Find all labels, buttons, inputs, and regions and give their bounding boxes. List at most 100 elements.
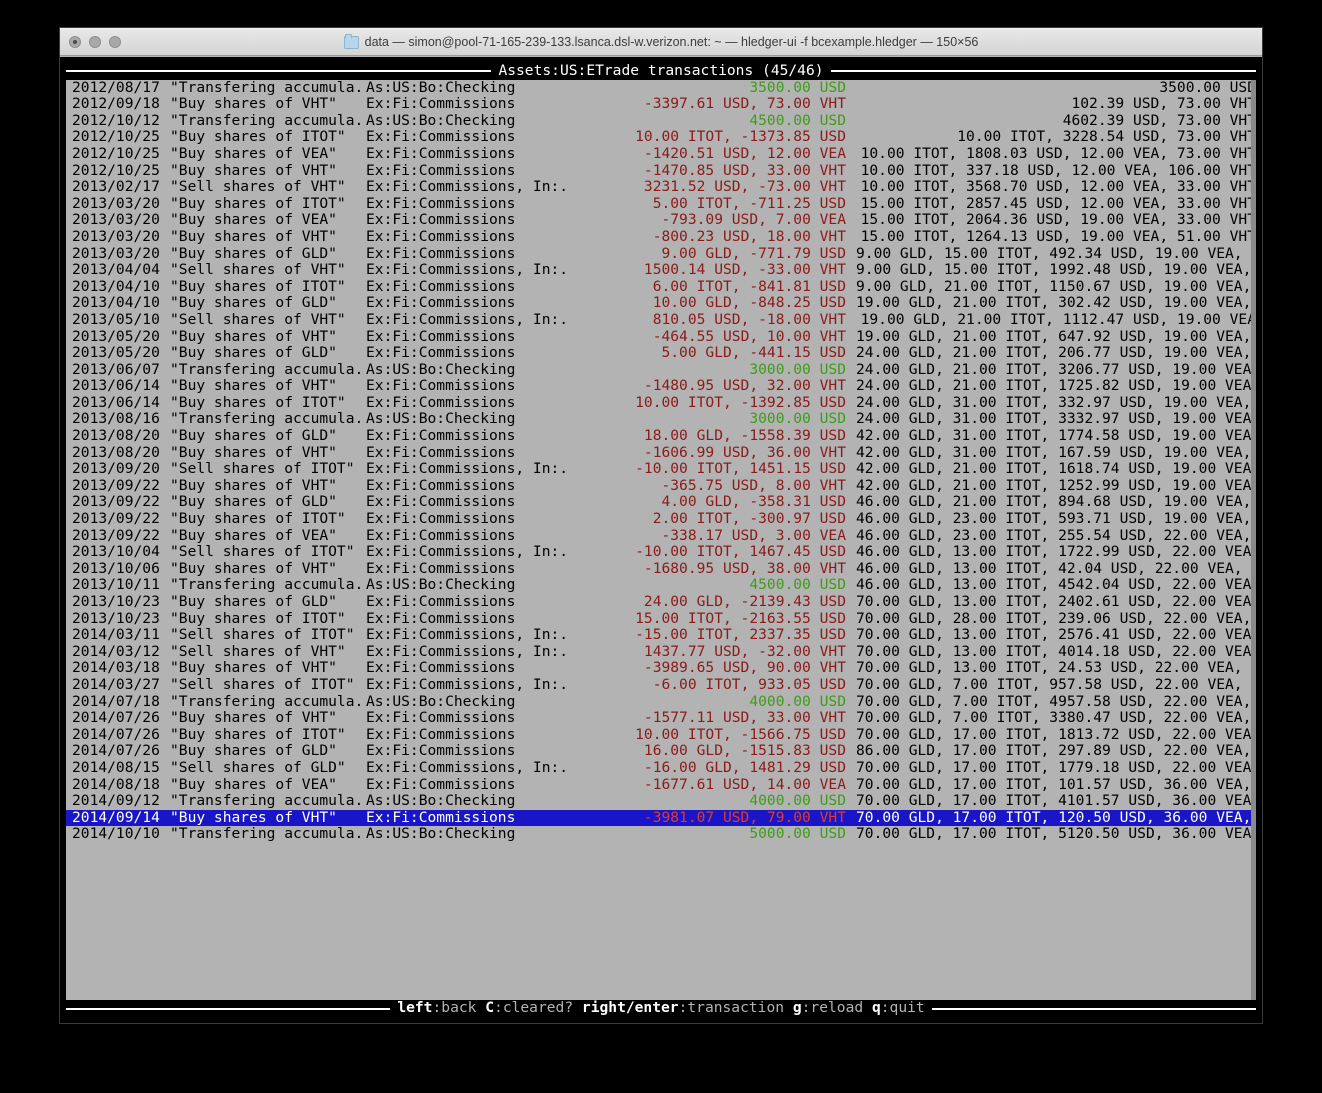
transaction-balance: 42.00 GLD, 31.00 ITOT, 167.59 USD, 19.00…: [856, 443, 1252, 461]
table-row[interactable]: 2014/07/26 "Buy shares of ITOT" Ex:Fi:Comm…: [66, 726, 1256, 744]
transaction-amount: -6.00 ITOT, 933.05 USD: [652, 675, 846, 693]
table-row[interactable]: 2013/03/20 "Buy shares of VHT" Ex:Fi:Commi…: [66, 228, 1256, 246]
transaction-amount: 2.00 ITOT, -300.97 USD: [652, 510, 846, 528]
table-row[interactable]: 2012/10/12 "Transfering accumula.. As:US:B…: [66, 111, 1256, 130]
table-row[interactable]: 2014/08/15 "Sell shares of GLD" Ex:Fi:Comm…: [66, 759, 1256, 777]
transaction-balance: 42.00 GLD, 21.00 ITOT, 1618.74 USD, 19.0…: [856, 460, 1256, 478]
table-row[interactable]: 2013/03/20 "Buy shares of GLD" Ex:Fi:Commi…: [66, 245, 1256, 263]
table-row[interactable]: 2013/04/04 "Sell shares of VHT" Ex:Fi:Comm…: [66, 262, 1256, 279]
transaction-date: 2013/09/20: [72, 460, 160, 478]
transaction-account: Ex:Fi:Commissions: [366, 345, 516, 362]
footer-key: right/enter: [581, 1000, 679, 1017]
table-row[interactable]: 2014/07/18 "Transfering accumula.. As:US:B…: [66, 692, 1256, 711]
footer-keybindings: left:back C:cleared? right/enter:transac…: [390, 1000, 931, 1017]
transaction-amount: -464.55 USD, 10.00 VHT: [652, 327, 846, 345]
footer-rule-right: [931, 1007, 1256, 1010]
transaction-balance: 15.00 ITOT, 2857.45 USD, 12.00 VEA, 33.0…: [860, 194, 1256, 212]
table-row[interactable]: 2013/10/06 "Buy shares of VHT" Ex:Fi:Commi…: [66, 560, 1256, 578]
transaction-amount: 3231.52 USD, -73.00 VHT: [643, 178, 846, 196]
transaction-balance: 46.00 GLD, 23.00 ITOT, 255.54 USD, 22.00…: [856, 526, 1252, 544]
table-row[interactable]: 2013/09/20 "Sell shares of ITOT" Ex:Fi:Com…: [66, 461, 1256, 478]
table-row[interactable]: 2013/09/22 "Buy shares of VEA" Ex:Fi:Commi…: [66, 526, 1256, 545]
footer-separator: [863, 1000, 872, 1016]
table-row[interactable]: 2014/03/18 "Buy shares of VHT" Ex:Fi:Commi…: [66, 660, 1256, 677]
transaction-account: As:US:Bo:Checking: [366, 577, 516, 594]
transaction-date: 2014/03/12: [72, 642, 160, 660]
table-row[interactable]: 2013/05/10 "Sell shares of VHT" Ex:Fi:Comm…: [66, 310, 1256, 329]
table-row-selected[interactable]: 2014/09/14 "Buy shares of VHT" Ex:Fi:Commi…: [66, 809, 1256, 827]
transaction-balance: 19.00 GLD, 21.00 ITOT, 1112.47 USD, 19.0…: [860, 310, 1256, 328]
transaction-amount: 4.00 GLD, -358.31 USD: [661, 493, 846, 511]
table-row[interactable]: 2013/10/23 "Buy shares of ITOT" Ex:Fi:Comm…: [66, 610, 1256, 628]
zoom-button[interactable]: [109, 36, 121, 48]
transaction-account: Ex:Fi:Commissions, In:..: [366, 643, 566, 660]
scrollbar-thumb[interactable]: [1251, 79, 1256, 1001]
close-button[interactable]: [69, 36, 81, 48]
transaction-balance: 10.00 ITOT, 1808.03 USD, 12.00 VEA, 73.0…: [860, 144, 1256, 162]
terminal-screen: Assets:US:ETrade transactions (45/46) 20…: [66, 63, 1256, 1017]
table-row[interactable]: 2014/03/11 "Sell shares of ITOT" Ex:Fi:Com…: [66, 627, 1256, 644]
table-row[interactable]: 2013/08/16 "Transfering accumula.. As:US:B…: [66, 411, 1256, 428]
transaction-description: "Transfering accumula..: [170, 693, 360, 710]
footer-key-separator: :: [801, 1000, 811, 1017]
transaction-account: Ex:Fi:Commissions: [366, 710, 516, 727]
table-row[interactable]: 2013/08/20 "Buy shares of GLD" Ex:Fi:Commi…: [66, 427, 1256, 445]
table-row[interactable]: 2013/03/20 "Buy shares of ITOT" Ex:Fi:Comm…: [66, 194, 1256, 213]
transaction-balance: 10.00 ITOT, 3228.54 USD, 73.00 VHT: [957, 128, 1256, 146]
transaction-balance: 70.00 GLD, 7.00 ITOT, 4957.58 USD, 22.00…: [856, 692, 1252, 710]
transaction-balance: 46.00 GLD, 23.00 ITOT, 593.71 USD, 19.00…: [856, 510, 1252, 528]
table-row[interactable]: 2014/03/27 "Sell shares of ITOT" Ex:Fi:Com…: [66, 675, 1256, 694]
terminal-window: data — simon@pool-71-165-239-133.lsanca.…: [60, 28, 1262, 1023]
table-row[interactable]: 2013/10/11 "Transfering accumula.. As:US:B…: [66, 577, 1256, 594]
table-row[interactable]: 2014/07/26 "Buy shares of GLD" Ex:Fi:Commi…: [66, 743, 1256, 760]
table-row[interactable]: 2013/06/14 "Buy shares of ITOT" Ex:Fi:Comm…: [66, 394, 1256, 412]
table-row[interactable]: 2013/10/23 "Buy shares of GLD" Ex:Fi:Commi…: [66, 593, 1256, 611]
transaction-date: 2013/03/20: [72, 211, 160, 229]
transaction-date: 2014/03/11: [72, 626, 160, 644]
table-row[interactable]: 2014/10/10 "Transfering accumula.. As:US:B…: [66, 826, 1256, 843]
table-row[interactable]: 2013/04/10 "Buy shares of ITOT" Ex:Fi:Comm…: [66, 277, 1256, 296]
table-row[interactable]: 2013/03/20 "Buy shares of VEA" Ex:Fi:Commi…: [66, 212, 1256, 229]
footer-key: C: [485, 1000, 495, 1017]
table-row[interactable]: 2014/03/12 "Sell shares of VHT" Ex:Fi:Comm…: [66, 642, 1256, 661]
table-row[interactable]: 2012/08/17 "Transfering accumula.. As:US:B…: [66, 80, 1256, 97]
table-row[interactable]: 2013/10/04 "Sell shares of ITOT" Ex:Fi:Com…: [66, 544, 1256, 561]
scrollbar-track[interactable]: [1251, 79, 1256, 1001]
table-row[interactable]: 2012/09/18 "Buy shares of VHT" Ex:Fi:Commi…: [66, 96, 1256, 113]
transaction-amount: 6.00 ITOT, -841.81 USD: [652, 277, 846, 295]
table-row[interactable]: 2013/05/20 "Buy shares of VHT" Ex:Fi:Commi…: [66, 327, 1256, 346]
transaction-description: "Buy shares of VEA": [170, 145, 337, 162]
transaction-amount: 3500.00 USD: [749, 79, 846, 96]
transaction-account: Ex:Fi:Commissions: [366, 610, 516, 627]
table-row[interactable]: 2013/04/10 "Buy shares of GLD" Ex:Fi:Commi…: [66, 295, 1256, 312]
minimize-button[interactable]: [89, 36, 101, 48]
transaction-account: Ex:Fi:Commissions: [366, 776, 516, 793]
table-row[interactable]: 2012/10/25 "Buy shares of VHT" Ex:Fi:Commi…: [66, 162, 1256, 180]
table-row[interactable]: 2012/10/25 "Buy shares of VEA" Ex:Fi:Commi…: [66, 144, 1256, 163]
table-row[interactable]: 2013/02/17 "Sell shares of VHT" Ex:Fi:Comm…: [66, 179, 1256, 196]
transaction-date: 2013/04/10: [72, 294, 160, 312]
transaction-amount: -3989.65 USD, 90.00 VHT: [643, 659, 846, 677]
table-row[interactable]: 2013/06/14 "Buy shares of VHT" Ex:Fi:Commi…: [66, 378, 1256, 395]
table-row[interactable]: 2013/06/07 "Transfering accumula.. As:US:B…: [66, 361, 1256, 379]
table-row[interactable]: 2013/08/20 "Buy shares of VHT" Ex:Fi:Commi…: [66, 443, 1256, 462]
table-row[interactable]: 2012/10/25 "Buy shares of ITOT" Ex:Fi:Comm…: [66, 129, 1256, 146]
transaction-balance: 46.00 GLD, 13.00 ITOT, 4542.04 USD, 22.0…: [856, 576, 1256, 594]
transaction-amount: 4500.00 USD: [749, 111, 846, 129]
transaction-account: Ex:Fi:Commissions: [366, 444, 516, 461]
transaction-date: 2013/10/04: [72, 543, 160, 561]
table-row[interactable]: 2013/05/20 "Buy shares of GLD" Ex:Fi:Commi…: [66, 344, 1256, 362]
transaction-amount: 3000.00 USD: [749, 410, 846, 428]
transaction-date: 2012/09/18: [72, 95, 160, 113]
table-row[interactable]: 2014/08/18 "Buy shares of VEA" Ex:Fi:Commi…: [66, 776, 1256, 794]
transaction-balance: 42.00 GLD, 21.00 ITOT, 1252.99 USD, 19.0…: [856, 476, 1256, 494]
transaction-balance: 102.39 USD, 73.00 VHT: [1071, 95, 1256, 113]
table-row[interactable]: 2013/09/22 "Buy shares of GLD" Ex:Fi:Commi…: [66, 494, 1256, 511]
transaction-list[interactable]: 2012/08/17 "Transfering accumula.. As:US:B…: [66, 79, 1256, 1001]
transaction-date: 2013/08/20: [72, 443, 160, 461]
table-row[interactable]: 2014/09/12 "Transfering accumula.. As:US:B…: [66, 793, 1256, 810]
window-titlebar[interactable]: data — simon@pool-71-165-239-133.lsanca.…: [60, 28, 1262, 56]
table-row[interactable]: 2013/09/22 "Buy shares of ITOT" Ex:Fi:Comm…: [66, 510, 1256, 528]
table-row[interactable]: 2013/09/22 "Buy shares of VHT" Ex:Fi:Commi…: [66, 476, 1256, 495]
table-row[interactable]: 2014/07/26 "Buy shares of VHT" Ex:Fi:Commi…: [66, 710, 1256, 727]
